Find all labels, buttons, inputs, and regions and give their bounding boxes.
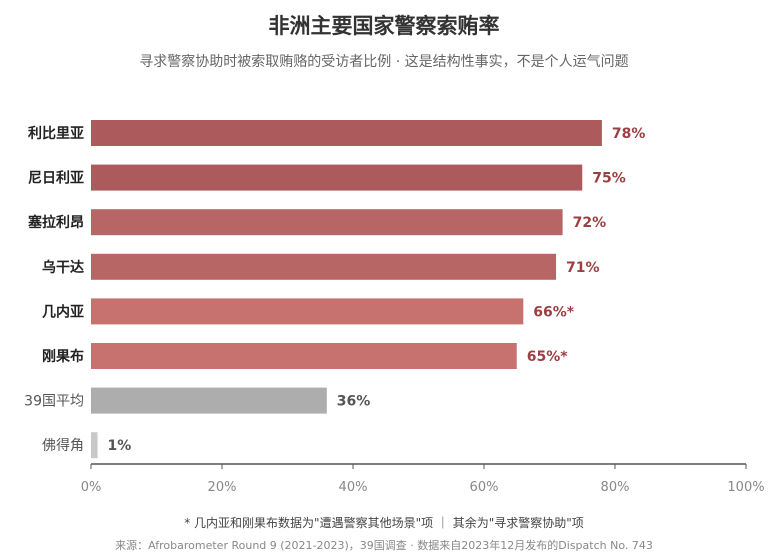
bar: [91, 253, 557, 280]
bar: [91, 432, 98, 459]
bar: [91, 298, 524, 325]
data-label: 71%: [566, 260, 600, 276]
category-label: 尼日利亚: [28, 170, 84, 187]
bar: [91, 120, 602, 146]
data-label: 1%: [108, 438, 132, 454]
chart-title: 非洲主要国家警察索贿率: [268, 14, 500, 38]
category-label: 乌干达: [42, 259, 84, 276]
bar: [91, 387, 327, 414]
bar: [91, 343, 517, 369]
bar: [91, 164, 583, 191]
x-tick-label: 0%: [81, 480, 102, 495]
category-label: 39国平均: [24, 394, 84, 410]
category-label: 塞拉利昂: [28, 214, 84, 231]
data-label: 65%*: [527, 349, 569, 365]
x-tick-label: 80%: [601, 480, 630, 495]
category-label: 刚果布: [42, 348, 84, 365]
data-label: 72%: [573, 215, 607, 231]
bar: [91, 209, 563, 236]
category-label: 佛得角: [42, 437, 84, 454]
chart-footnote: * 几内亚和刚果布数据为"遭遇警察其他场景"项 ｜ 其余为"寻求警察协助"项: [184, 516, 584, 530]
data-label: 75%: [592, 171, 626, 187]
x-tick-label: 20%: [208, 480, 237, 495]
x-tick-label: 60%: [470, 480, 499, 495]
chart-source: 来源：Afrobarometer Round 9 (2021-2023)，39国…: [115, 539, 653, 552]
data-label: 66%*: [533, 304, 575, 320]
x-tick-label: 40%: [339, 480, 368, 495]
category-label: 利比里亚: [28, 125, 84, 142]
data-label: 36%: [337, 394, 371, 410]
x-tick-label: 100%: [727, 480, 764, 495]
data-label: 78%: [612, 126, 646, 142]
category-label: 几内亚: [42, 303, 84, 320]
chart-subtitle: 寻求警察协助时被索取贿赂的受访者比例 · 这是结构性事实，不是个人运气问题: [139, 54, 629, 70]
